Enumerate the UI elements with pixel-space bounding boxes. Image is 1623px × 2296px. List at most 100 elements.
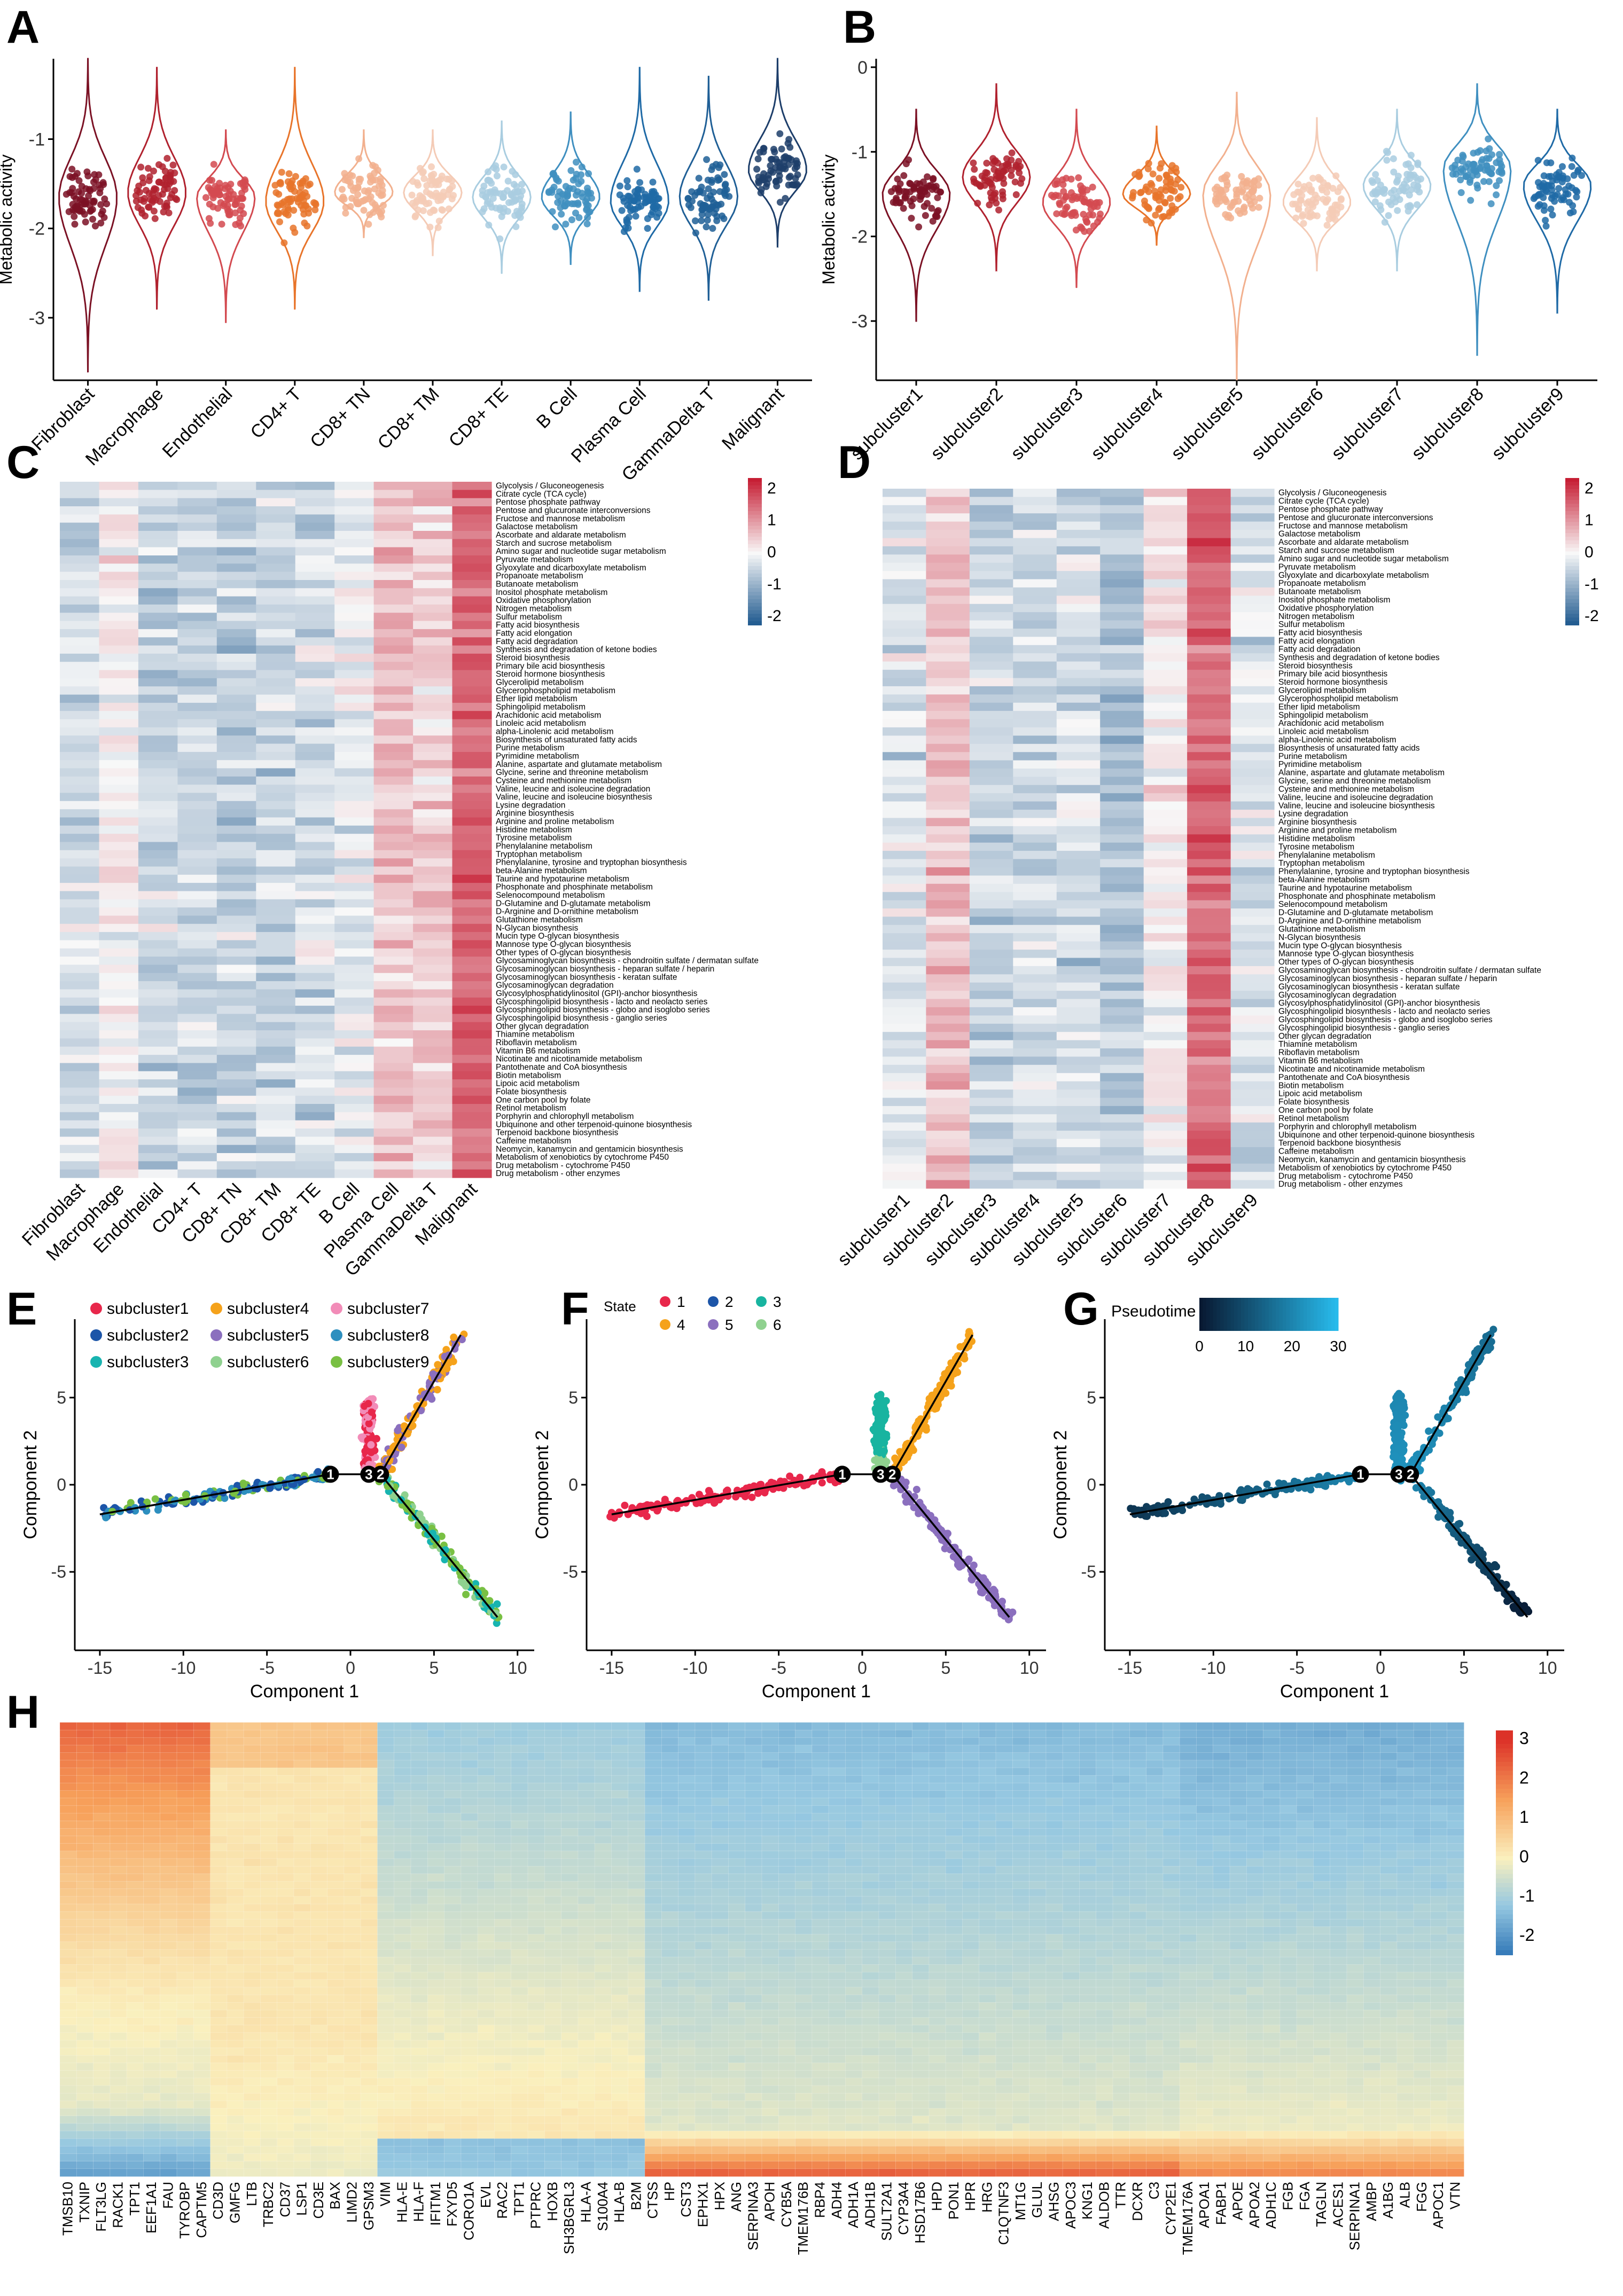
heatmap-cell bbox=[295, 1038, 335, 1047]
data-point bbox=[1218, 189, 1225, 195]
data-point bbox=[785, 155, 792, 162]
heatmap-cell bbox=[926, 1048, 970, 1057]
heatmap-cell bbox=[926, 579, 970, 588]
data-point bbox=[413, 179, 420, 186]
data-point bbox=[1168, 207, 1175, 214]
heatmap-cell bbox=[452, 678, 492, 687]
heatmap-cell bbox=[99, 670, 139, 679]
data-point bbox=[1458, 189, 1465, 196]
heatmap-cell bbox=[926, 1123, 970, 1131]
heatmap-cell bbox=[60, 932, 99, 941]
data-point bbox=[1083, 219, 1090, 226]
data-point bbox=[619, 207, 626, 214]
heatmap-cell bbox=[926, 522, 970, 530]
heatmap-cell bbox=[177, 809, 217, 818]
data-point bbox=[513, 183, 520, 190]
heatmap-cell bbox=[1231, 662, 1275, 670]
heatmap-cell bbox=[1013, 703, 1057, 711]
heatmap-cell bbox=[334, 1104, 374, 1112]
data-point bbox=[1255, 175, 1262, 182]
heatmap-cell bbox=[60, 1047, 99, 1055]
heatmap-cell bbox=[926, 991, 970, 999]
heatmap-cell bbox=[1057, 1015, 1101, 1024]
data-point bbox=[1541, 207, 1548, 214]
heatmap-cell bbox=[413, 727, 452, 736]
heatmap-cell bbox=[1187, 958, 1231, 967]
heatmap-cell bbox=[1231, 694, 1275, 703]
heatmap-cell bbox=[60, 605, 99, 613]
heatmap-cell bbox=[334, 809, 374, 818]
heatmap-cell bbox=[883, 719, 926, 728]
data-point bbox=[970, 160, 977, 167]
heatmap-cell bbox=[970, 612, 1013, 621]
data-point bbox=[1239, 181, 1246, 188]
legend-swatch bbox=[1565, 522, 1579, 527]
data-point bbox=[299, 179, 306, 186]
heatmap-cell bbox=[1013, 1172, 1057, 1180]
heatmap-cell bbox=[177, 1055, 217, 1063]
heatmap-cell bbox=[99, 1063, 139, 1071]
heatmap-cell bbox=[926, 670, 970, 678]
heatmap-cell bbox=[256, 1071, 295, 1080]
heatmap-cell bbox=[334, 1096, 374, 1104]
heatmap-cell bbox=[970, 1164, 1013, 1172]
data-point bbox=[72, 207, 79, 214]
heatmap-cell bbox=[177, 777, 217, 785]
heatmap-cell bbox=[99, 654, 139, 662]
legend-swatch bbox=[748, 529, 762, 534]
cell-point bbox=[1392, 1452, 1399, 1460]
data-point bbox=[74, 170, 81, 177]
heatmap-cell bbox=[1144, 563, 1188, 571]
data-point bbox=[162, 175, 169, 182]
heatmap-cell bbox=[1187, 983, 1231, 991]
heatmap-cell bbox=[1057, 916, 1101, 925]
heatmap-cell bbox=[926, 678, 970, 687]
data-point bbox=[758, 190, 764, 197]
data-point bbox=[1163, 183, 1170, 190]
data-point bbox=[572, 209, 579, 216]
heatmap-cell bbox=[138, 949, 178, 957]
heatmap-cell bbox=[970, 1073, 1013, 1082]
heatmap-cell bbox=[1100, 1172, 1144, 1180]
heatmap-cell bbox=[1100, 489, 1144, 497]
x-tick-label: subcluster5 bbox=[1167, 384, 1247, 464]
data-point bbox=[505, 178, 512, 185]
heatmap-cell bbox=[1187, 867, 1231, 876]
heatmap-cell bbox=[295, 1014, 335, 1022]
heatmap-cell bbox=[374, 932, 413, 941]
heatmap-cell bbox=[452, 1161, 492, 1170]
data-point bbox=[1406, 192, 1413, 199]
data-point bbox=[1149, 182, 1156, 189]
cell-point bbox=[621, 1502, 628, 1509]
heatmap-cell bbox=[1144, 662, 1188, 670]
heatmap-cell bbox=[334, 1022, 374, 1031]
heatmap-cell bbox=[138, 834, 178, 842]
heatmap-cell bbox=[1231, 538, 1275, 547]
heatmap-cell bbox=[1100, 1139, 1144, 1148]
heatmap-cell bbox=[926, 563, 970, 571]
heatmap-cell bbox=[1144, 735, 1188, 744]
data-point bbox=[432, 179, 439, 186]
heatmap-cell bbox=[970, 670, 1013, 678]
data-point bbox=[67, 173, 74, 180]
x-tick-label: B Cell bbox=[533, 384, 581, 433]
heatmap-cell bbox=[1057, 950, 1101, 958]
heatmap-cell bbox=[1187, 1082, 1231, 1090]
heatmap-cell bbox=[334, 695, 374, 703]
heatmap-cell bbox=[970, 777, 1013, 785]
heatmap-cell bbox=[334, 1063, 374, 1071]
heatmap-cell bbox=[1231, 983, 1275, 991]
heatmap-cell bbox=[1231, 875, 1275, 884]
data-point bbox=[1337, 203, 1344, 210]
heatmap-cell bbox=[295, 695, 335, 703]
heatmap-cell bbox=[374, 727, 413, 736]
heatmap-cell bbox=[334, 711, 374, 719]
data-point bbox=[1338, 195, 1345, 202]
heatmap-cell bbox=[256, 621, 295, 630]
heatmap-cell bbox=[256, 818, 295, 826]
heatmap-cell bbox=[413, 940, 452, 949]
heatmap-cell bbox=[1231, 505, 1275, 514]
heatmap-cell bbox=[926, 1155, 970, 1164]
heatmap-cell bbox=[138, 1104, 178, 1112]
data-point bbox=[409, 192, 416, 199]
